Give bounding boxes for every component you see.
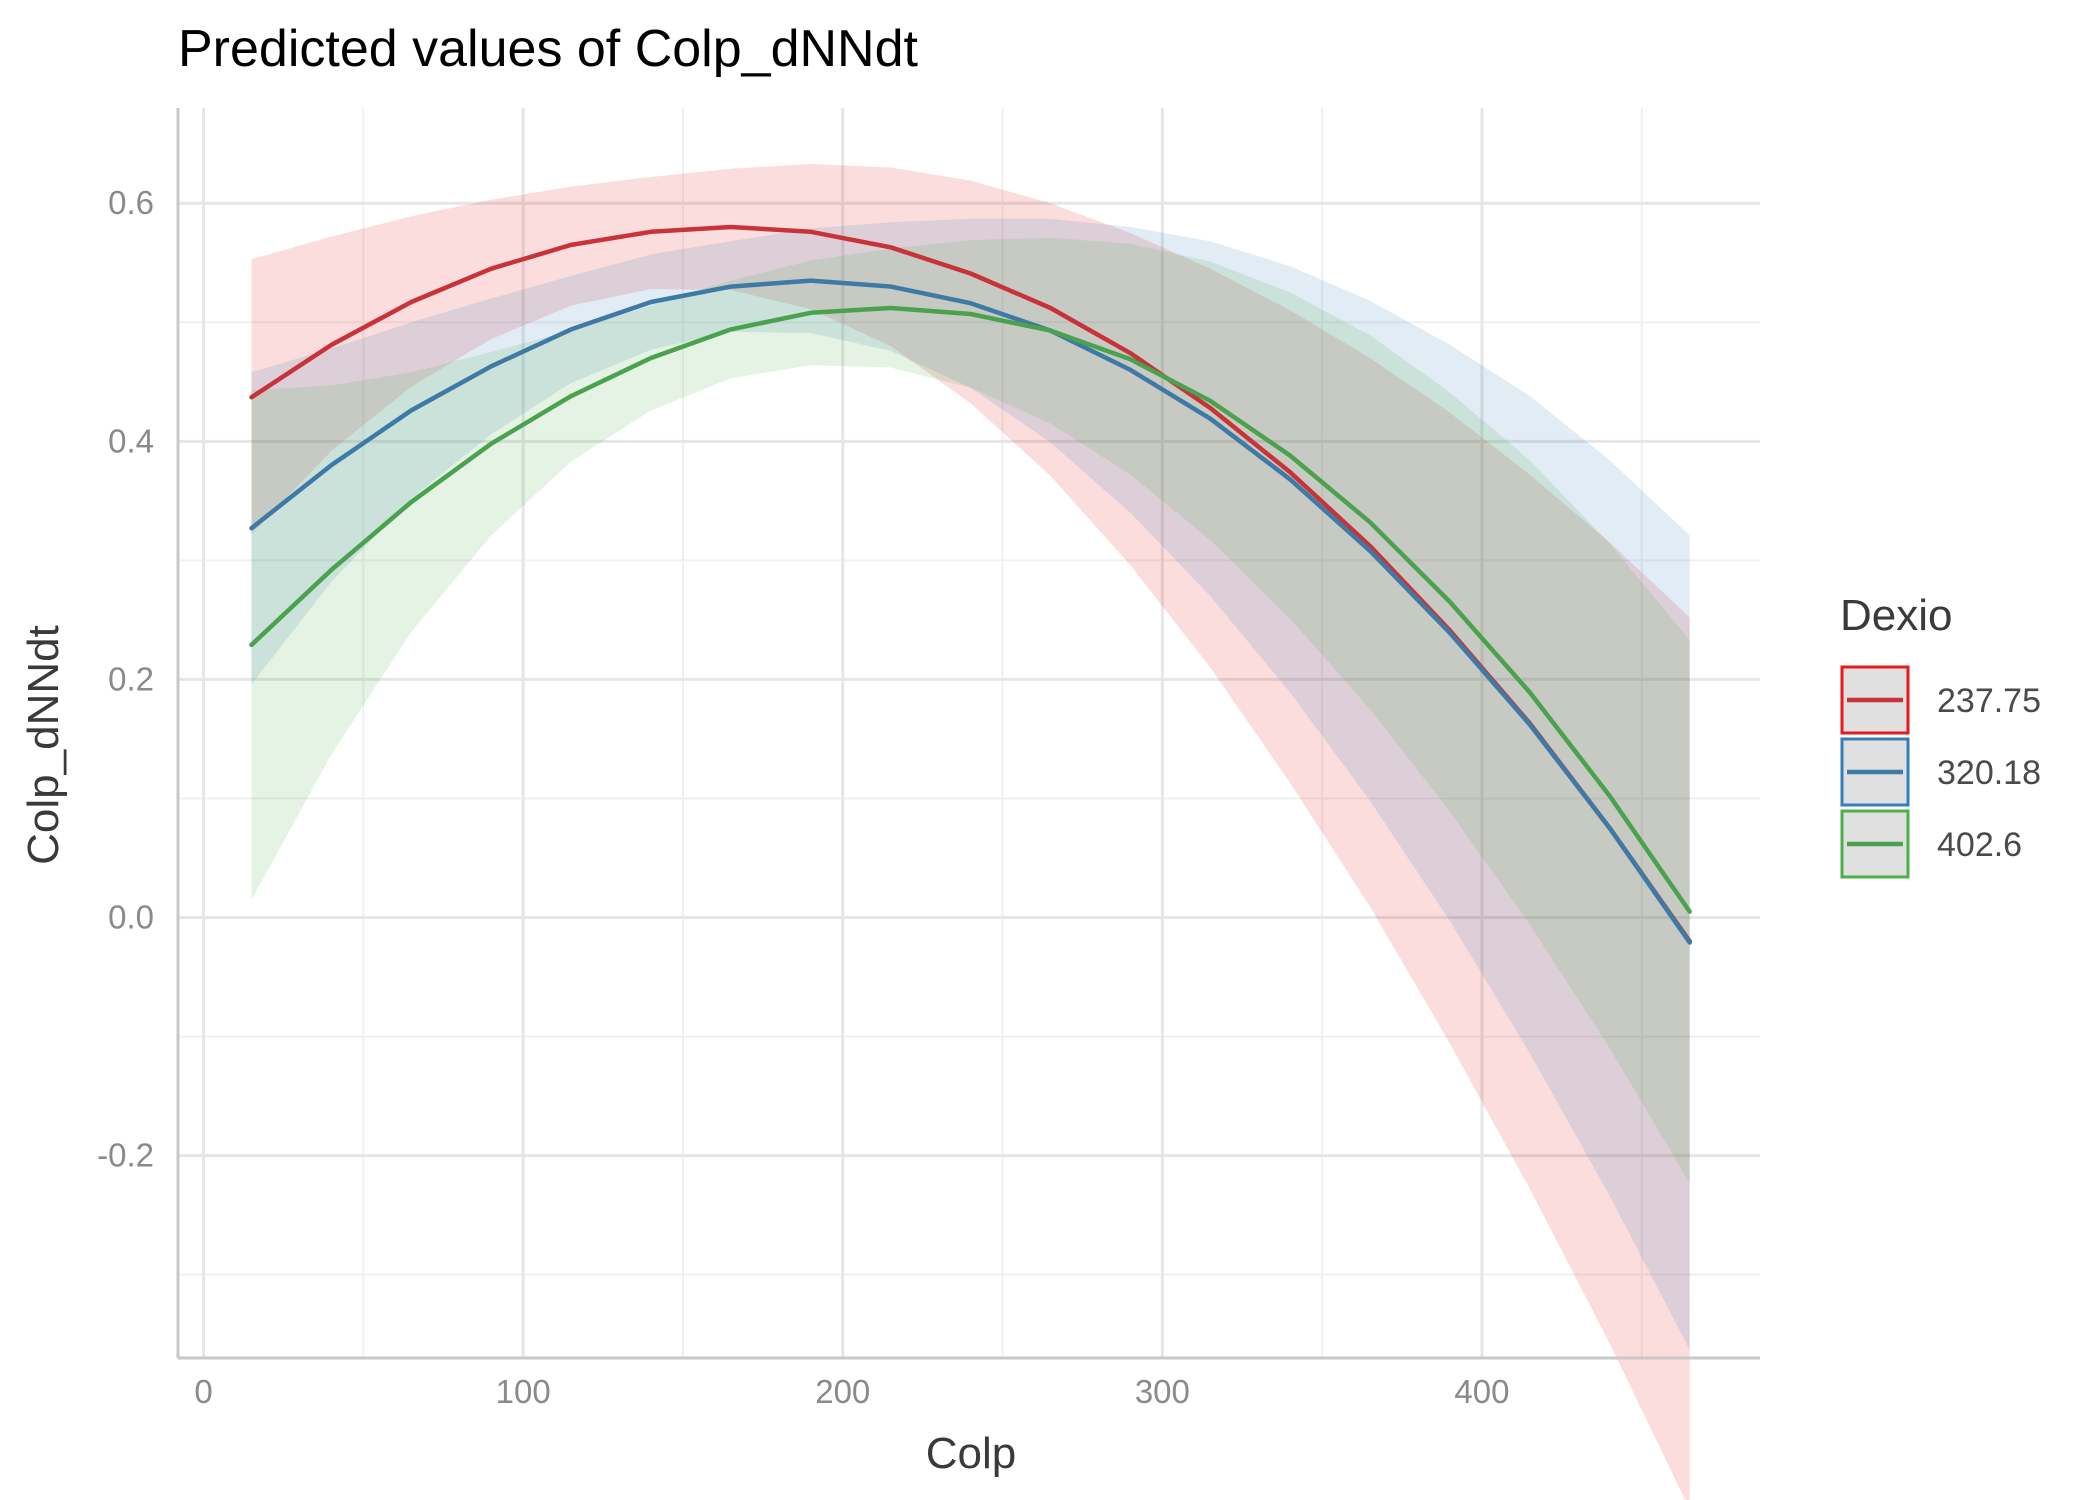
y-tick-label: -0.2 [97, 1137, 154, 1174]
legend-label: 320.18 [1937, 754, 2041, 792]
x-tick-label: 200 [815, 1373, 870, 1410]
confidence-bands [251, 164, 1690, 1500]
legend-item-402.6: 402.6 [1840, 809, 2022, 879]
x-axis-title: Colp [926, 1429, 1017, 1478]
series-line-402.6 [249, 305, 1692, 914]
chart-title: Predicted values of Colp_dNNdt [178, 20, 919, 78]
series-line-320.18 [249, 278, 1692, 945]
x-tick-label: 300 [1135, 1373, 1190, 1410]
legend-item-320.18: 320.18 [1840, 737, 2041, 807]
axes [176, 108, 1760, 1360]
legend: Dexio 237.75 320.18 402.6 [1840, 591, 2041, 879]
legend-label: 402.6 [1937, 826, 2022, 864]
y-axis-title: Colp_dNNdt [19, 625, 68, 865]
y-tick-label: 0.0 [108, 899, 154, 936]
y-tick-label: 0.2 [108, 660, 154, 697]
confidence-band-402.6 [251, 237, 1690, 1184]
confidence-band-237.75 [251, 164, 1690, 1500]
legend-item-237.75: 237.75 [1840, 665, 2041, 735]
x-tick-label: 100 [496, 1373, 551, 1410]
tick-labels: 0 100 200 300 400 -0.2 0.0 0.2 0.4 0.6 [97, 184, 1509, 1410]
y-tick-label: 0.6 [108, 184, 154, 221]
legend-title: Dexio [1840, 591, 1953, 640]
grid [178, 108, 1760, 1358]
y-tick-label: 0.4 [108, 422, 154, 459]
x-tick-label: 0 [194, 1373, 212, 1410]
confidence-band-320.18 [251, 218, 1690, 1350]
legend-label: 237.75 [1937, 682, 2041, 720]
x-tick-label: 400 [1454, 1373, 1509, 1410]
series-lines [249, 224, 1692, 945]
